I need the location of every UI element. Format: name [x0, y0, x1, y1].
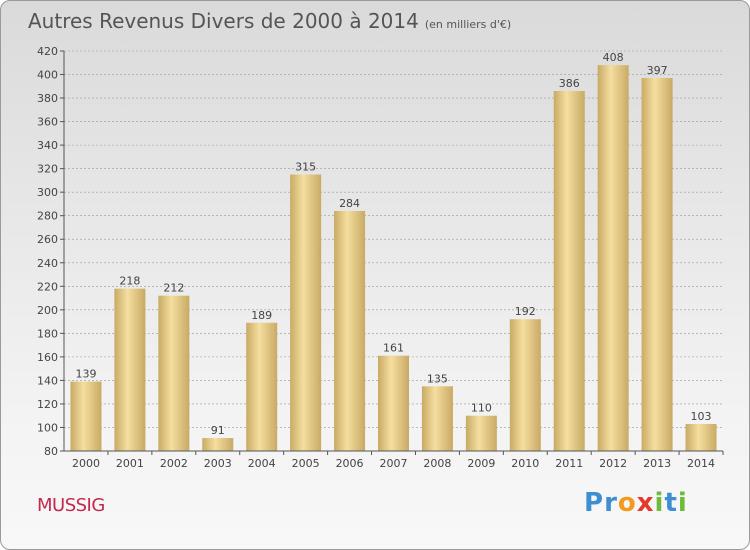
- y-tick-label: 300: [37, 186, 58, 199]
- y-tick-label: 280: [37, 210, 58, 223]
- bar: [114, 288, 146, 451]
- logo-letter: P: [584, 488, 605, 518]
- data-labels: 139 218 212 91 189 315 284 161 135 110 192 386 408 39…: [75, 51, 711, 437]
- logo-letter: r: [604, 488, 618, 518]
- y-tick-label: 400: [37, 69, 58, 82]
- bar: [334, 211, 366, 451]
- x-tick-label: 2013: [643, 457, 671, 470]
- bar: [685, 423, 717, 451]
- x-tick-label: 2014: [687, 457, 715, 470]
- bar: [202, 438, 234, 451]
- bar: [597, 65, 629, 451]
- axes: 80 100 120 140 160 180 200 220 240 260 280 300 320 34…: [37, 45, 724, 470]
- y-tick-label: 360: [37, 116, 58, 129]
- logo-letter: o: [617, 488, 637, 518]
- data-label: 408: [603, 51, 624, 64]
- x-tick-label: 2006: [336, 457, 364, 470]
- data-label: 103: [691, 410, 712, 423]
- x-tick-label: 2009: [467, 457, 495, 470]
- x-tick-label: 2011: [555, 457, 583, 470]
- x-tick-label: 2012: [599, 457, 627, 470]
- proxiti-logo[interactable]: Proxiti: [584, 488, 688, 518]
- data-label: 284: [339, 197, 360, 210]
- y-tick-label: 80: [44, 445, 58, 458]
- bar: [378, 355, 409, 451]
- bar: [158, 295, 190, 451]
- bars: [70, 65, 717, 451]
- chart-unit: (en milliers d'€): [424, 18, 512, 31]
- bar: [509, 319, 541, 451]
- logo-letter: i: [654, 488, 665, 518]
- data-label: 139: [75, 368, 96, 381]
- data-label: 212: [163, 282, 184, 295]
- x-tick-label: 2010: [511, 457, 539, 470]
- data-label: 91: [211, 424, 225, 437]
- data-label: 161: [383, 342, 404, 355]
- x-tick-label: 2004: [248, 457, 276, 470]
- logo-letter: i: [677, 488, 688, 518]
- data-label: 110: [471, 402, 492, 415]
- y-tick-label: 260: [37, 233, 58, 246]
- x-tick-label: 2000: [72, 457, 100, 470]
- y-tick-label: 420: [37, 45, 58, 58]
- data-label: 218: [119, 275, 140, 288]
- bar: [641, 78, 673, 451]
- y-tick-label: 320: [37, 163, 58, 176]
- y-tick-label: 240: [37, 257, 58, 270]
- data-label: 397: [647, 64, 668, 77]
- bar: [421, 386, 453, 451]
- data-label: 192: [515, 305, 536, 318]
- x-tick-label: 2002: [160, 457, 188, 470]
- bar: [290, 174, 322, 451]
- bar: [246, 322, 278, 451]
- x-tick-label: 2008: [423, 457, 451, 470]
- data-label: 135: [427, 372, 448, 385]
- bar: [70, 381, 102, 451]
- logo-letter: t: [664, 488, 678, 518]
- x-tick-label: 2007: [380, 457, 408, 470]
- chart-title: Autres Revenus Divers de 2000 à 2014 (en …: [28, 9, 511, 33]
- data-label: 315: [295, 161, 316, 174]
- chart-title-text: Autres Revenus Divers de 2000 à 2014: [28, 9, 419, 33]
- data-label: 189: [251, 309, 272, 322]
- x-tick-label: 2005: [292, 457, 320, 470]
- bar: [465, 415, 497, 451]
- y-tick-label: 380: [37, 92, 58, 105]
- y-tick-label: 120: [37, 398, 58, 411]
- logo-letter: x: [636, 488, 655, 518]
- commune-name: MUSSIG: [37, 495, 105, 516]
- y-tick-label: 140: [37, 374, 58, 387]
- y-tick-label: 100: [37, 421, 58, 434]
- x-tick-label: 2003: [204, 457, 232, 470]
- bar: [553, 91, 585, 451]
- y-tick-label: 340: [37, 139, 58, 152]
- y-tick-label: 220: [37, 280, 58, 293]
- x-tick-label: 2001: [116, 457, 144, 470]
- y-tick-label: 180: [37, 327, 58, 340]
- data-label: 386: [559, 77, 580, 90]
- y-tick-label: 160: [37, 351, 58, 364]
- y-tick-label: 200: [37, 304, 58, 317]
